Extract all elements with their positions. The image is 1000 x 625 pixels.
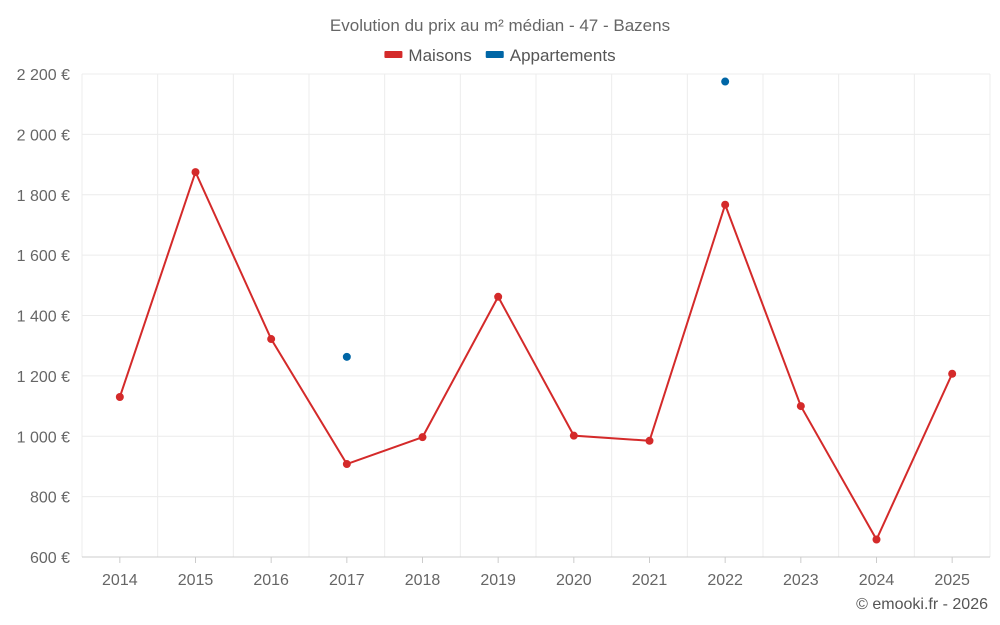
x-tick-label: 2020 [556, 572, 592, 589]
data-point-maisons-2018[interactable] [418, 433, 427, 442]
y-tick-label: 800 € [30, 490, 70, 507]
x-axis: 2014 2015 2016 2017 2018 2019 2020 2021 2022 2023… [102, 557, 970, 589]
data-point-maisons-2022[interactable] [721, 200, 730, 209]
x-tick-label: 2019 [480, 572, 516, 589]
legend-swatch-appartements[interactable] [485, 51, 504, 58]
y-tick-label: 1 200 € [17, 369, 70, 386]
x-tick-label: 2017 [329, 572, 365, 589]
data-point-maisons-2024[interactable] [872, 535, 881, 544]
data-point-maisons-2015[interactable] [191, 168, 200, 177]
data-point-maisons-2017[interactable] [342, 460, 351, 469]
y-tick-label: 2 200 € [17, 67, 70, 84]
y-tick-label: 1 600 € [17, 248, 70, 265]
data-point-maisons-2014[interactable] [115, 393, 124, 402]
data-point-appartements-2022[interactable] [721, 77, 730, 86]
legend: Maisons Appartements [384, 46, 616, 65]
y-tick-label: 1 000 € [17, 429, 70, 446]
x-tick-label: 2018 [405, 572, 441, 589]
data-point-maisons-2019[interactable] [494, 292, 503, 301]
grid [81, 73, 991, 558]
x-tick-label: 2015 [178, 572, 214, 589]
credit-text: © emooki.fr - 2026 [856, 596, 988, 613]
x-tick-label: 2021 [632, 572, 668, 589]
series-maisons [115, 168, 957, 544]
data-point-maisons-2020[interactable] [569, 431, 578, 440]
y-tick-label: 2 000 € [17, 127, 70, 144]
x-tick-label: 2022 [707, 572, 743, 589]
y-tick-label: 1 400 € [17, 309, 70, 326]
legend-swatch-maisons[interactable] [384, 51, 403, 58]
data-point-appartements-2017[interactable] [342, 352, 351, 361]
x-tick-label: 2014 [102, 572, 138, 589]
y-axis: 600 € 800 € 1 000 € 1 200 € 1 400 € 1 600 € 1 … [17, 67, 70, 567]
series-appartements [342, 77, 730, 361]
data-point-maisons-2023[interactable] [796, 402, 805, 411]
x-tick-label: 2023 [783, 572, 819, 589]
legend-label-maisons: Maisons [408, 46, 471, 65]
data-point-maisons-2016[interactable] [267, 335, 276, 344]
legend-label-appartements: Appartements [510, 46, 616, 65]
data-point-maisons-2025[interactable] [948, 369, 957, 378]
x-tick-label: 2016 [253, 572, 289, 589]
y-tick-label: 1 800 € [17, 188, 70, 205]
x-tick-label: 2025 [934, 572, 970, 589]
series-line-maisons [118, 169, 954, 542]
x-tick-label: 2024 [859, 572, 895, 589]
chart-title: Evolution du prix au m² médian - 47 - Ba… [330, 16, 670, 35]
y-tick-label: 600 € [30, 550, 70, 567]
series-layer [115, 77, 957, 544]
data-point-maisons-2021[interactable] [645, 436, 654, 445]
